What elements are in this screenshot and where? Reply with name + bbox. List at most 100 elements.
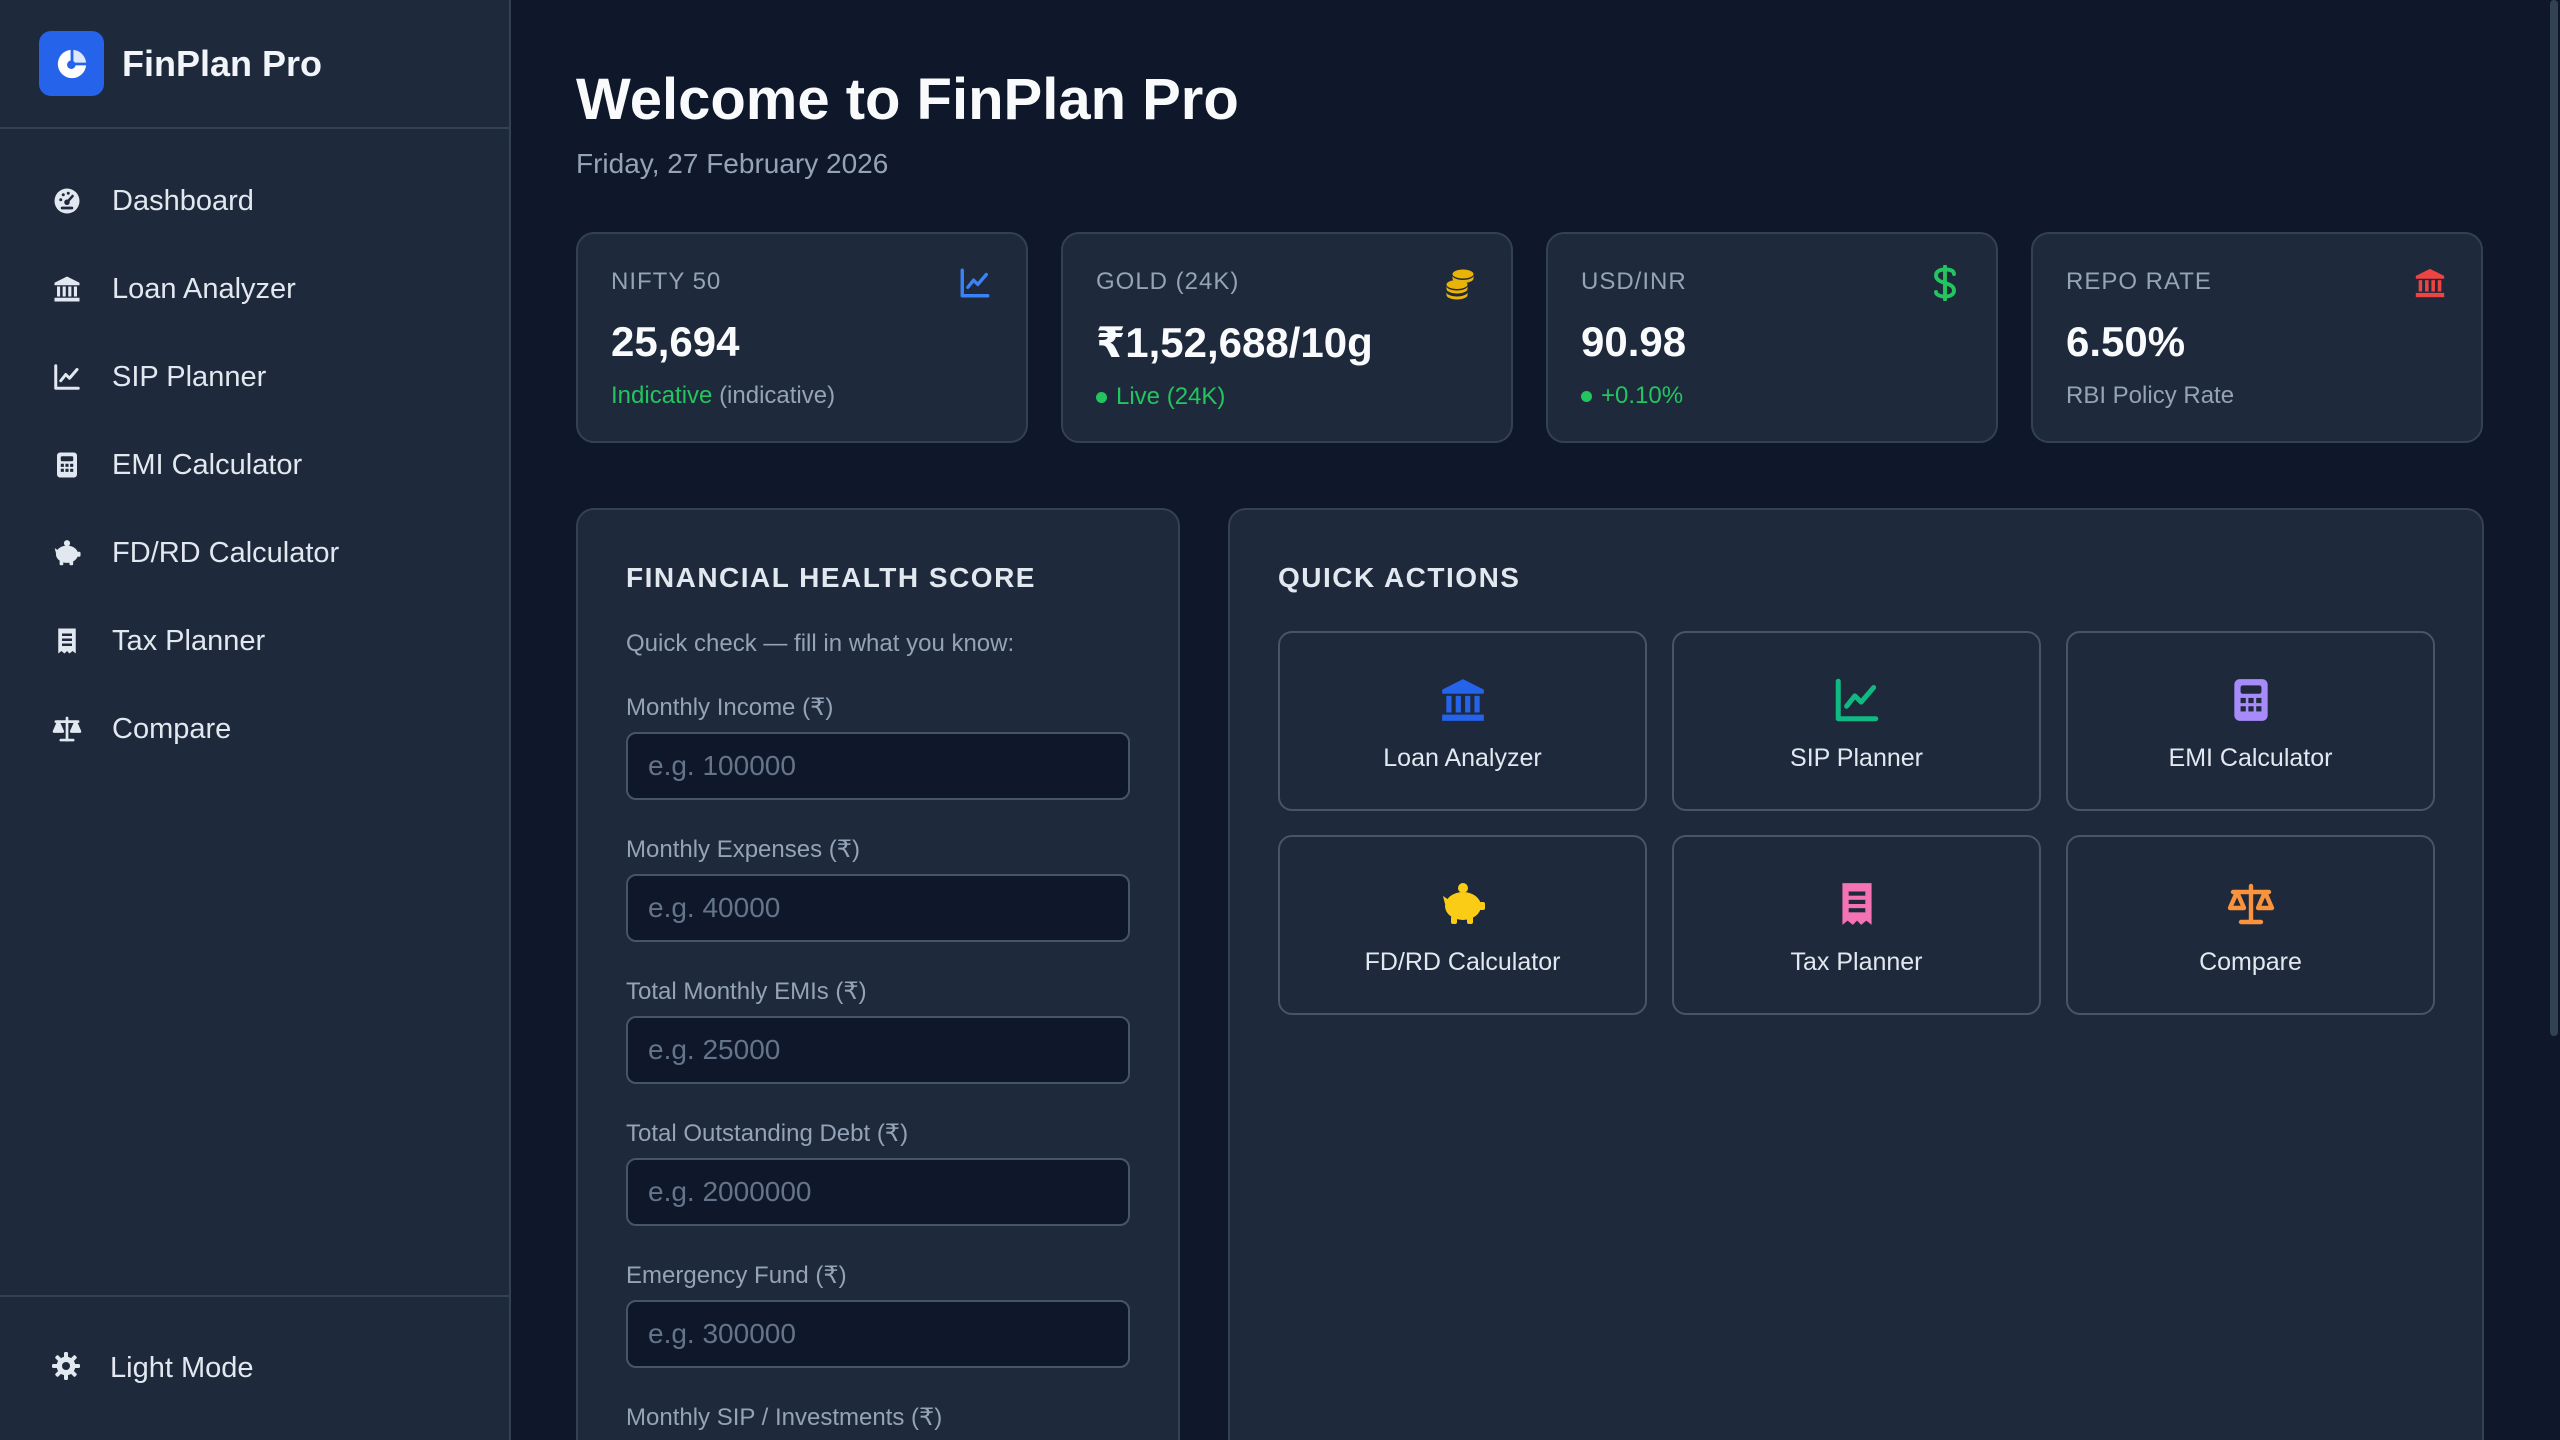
chart-line-icon — [956, 264, 994, 302]
panel-title: FINANCIAL HEALTH SCORE — [626, 562, 1036, 593]
quick-action-label: Loan Analyzer — [1383, 743, 1542, 772]
piggy-bank-icon — [1437, 878, 1489, 930]
stat-sub-text: +0.10% — [1601, 382, 1684, 409]
dashboard-icon — [50, 184, 84, 218]
form-field: Emergency Fund (₹) — [626, 1261, 1130, 1368]
sidebar-item-tax-planner[interactable]: Tax Planner — [0, 597, 509, 685]
scale-icon — [2225, 878, 2277, 930]
quick-action-fd-rd-calculator[interactable]: FD/RD Calculator — [1278, 835, 1647, 1015]
stat-label: USD/INR — [1581, 268, 1687, 295]
sidebar-item-label: FD/RD Calculator — [112, 536, 340, 569]
stat-sub: Indicative (indicative) — [611, 382, 993, 410]
monthly-emis-input[interactable] — [626, 1016, 1130, 1084]
form-field: Monthly Income (₹) — [626, 693, 1130, 800]
receipt-icon — [1831, 878, 1883, 930]
quick-action-emi-calculator[interactable]: EMI Calculator — [2066, 631, 2435, 811]
stat-value: 6.50% — [2066, 318, 2186, 365]
quick-action-label: SIP Planner — [1790, 743, 1923, 772]
field-label: Total Outstanding Debt (₹) — [626, 1120, 909, 1147]
field-label: Monthly Expenses (₹) — [626, 836, 861, 863]
stat-sub-highlight: Indicative — [611, 382, 713, 409]
stat-label: GOLD (24K) — [1096, 268, 1240, 295]
scale-icon — [50, 712, 84, 746]
quick-actions-grid: Loan Analyzer SIP Planner EMI Calculator… — [1278, 631, 2435, 1015]
stat-label: NIFTY 50 — [611, 268, 722, 295]
coins-icon — [1441, 264, 1479, 302]
page-scrollbar[interactable] — [2548, 0, 2560, 1440]
stat-sub: RBI Policy Rate — [2066, 382, 2448, 410]
bank-icon — [2411, 264, 2449, 302]
page-title: Welcome to FinPlan Pro — [576, 67, 1239, 132]
page-date: Friday, 27 February 2026 — [576, 148, 889, 179]
dollar-icon — [1926, 264, 1964, 302]
sidebar-item-sip-planner[interactable]: SIP Planner — [0, 333, 509, 421]
form-field: Monthly Expenses (₹) — [626, 835, 1130, 942]
live-dot — [1096, 391, 1107, 403]
stat-card-usdinr: USD/INR 90.98 +0.10% — [1546, 232, 1998, 443]
theme-toggle[interactable]: Light Mode — [0, 1295, 509, 1440]
quick-action-label: Tax Planner — [1790, 947, 1923, 976]
quick-action-label: EMI Calculator — [2168, 743, 2333, 772]
brand-name: FinPlan Pro — [122, 42, 323, 84]
quick-action-sip-planner[interactable]: SIP Planner — [1672, 631, 2041, 811]
quick-action-compare[interactable]: Compare — [2066, 835, 2435, 1015]
sidebar-item-fd-rd-calculator[interactable]: FD/RD Calculator — [0, 509, 509, 597]
stat-value: 25,694 — [611, 318, 740, 365]
stat-card-nifty: NIFTY 50 25,694 Indicative (indicative) — [576, 232, 1028, 443]
sidebar: FinPlan Pro Dashboard Loan Analyzer SIP … — [0, 0, 511, 1440]
sidebar-item-emi-calculator[interactable]: EMI Calculator — [0, 421, 509, 509]
quick-action-tax-planner[interactable]: Tax Planner — [1672, 835, 2041, 1015]
form-field: Monthly SIP / Investments (₹) — [626, 1403, 1130, 1440]
sidebar-item-label: SIP Planner — [112, 360, 267, 393]
bank-icon — [50, 272, 84, 306]
stat-sub-text: Live (24K) — [1116, 383, 1226, 410]
chart-line-icon — [1831, 674, 1883, 726]
monthly-expenses-input[interactable] — [626, 874, 1130, 942]
stat-sub: Live (24K) — [1096, 383, 1478, 411]
form-field: Total Monthly EMIs (₹) — [626, 977, 1130, 1084]
gear-icon — [50, 1350, 82, 1387]
sidebar-item-label: EMI Calculator — [112, 448, 303, 481]
outstanding-debt-input[interactable] — [626, 1158, 1130, 1226]
pie-chart-icon — [39, 31, 104, 96]
sidebar-item-label: Compare — [112, 712, 232, 745]
sidebar-item-loan-analyzer[interactable]: Loan Analyzer — [0, 245, 509, 333]
financial-health-panel: FINANCIAL HEALTH SCORE Quick check — fil… — [576, 508, 1180, 1440]
field-label: Monthly SIP / Investments (₹) — [626, 1404, 943, 1431]
stat-card-gold: GOLD (24K) ₹1,52,688/10g Live (24K) — [1061, 232, 1513, 443]
sidebar-item-dashboard[interactable]: Dashboard — [0, 157, 509, 245]
quick-action-loan-analyzer[interactable]: Loan Analyzer — [1278, 631, 1647, 811]
stat-sub-text: (indicative) — [719, 382, 836, 409]
stat-card-repo-rate: REPO RATE 6.50% RBI Policy Rate — [2031, 232, 2483, 443]
quick-actions-panel: QUICK ACTIONS Loan Analyzer SIP Planner … — [1228, 508, 2484, 1440]
stats-row: NIFTY 50 25,694 Indicative (indicative) … — [576, 232, 2484, 443]
emergency-fund-input[interactable] — [626, 1300, 1130, 1368]
brand[interactable]: FinPlan Pro — [0, 0, 509, 129]
sidebar-item-label: Dashboard — [112, 184, 254, 217]
sidebar-item-label: Loan Analyzer — [112, 272, 296, 305]
chart-line-icon — [50, 360, 84, 394]
stat-value: 90.98 — [1581, 318, 1687, 365]
field-label: Emergency Fund (₹) — [626, 1262, 847, 1289]
quick-action-label: FD/RD Calculator — [1364, 947, 1561, 976]
quick-action-label: Compare — [2199, 947, 2302, 976]
stat-sub: +0.10% — [1581, 382, 1963, 410]
receipt-icon — [50, 624, 84, 658]
stat-value: ₹1,52,688/10g — [1096, 319, 1373, 366]
sidebar-item-compare[interactable]: Compare — [0, 685, 509, 773]
sidebar-item-label: Tax Planner — [112, 624, 266, 657]
stat-label: REPO RATE — [2066, 268, 2212, 295]
theme-toggle-label: Light Mode — [110, 1352, 254, 1384]
form-field: Total Outstanding Debt (₹) — [626, 1119, 1130, 1226]
stat-sub-text: RBI Policy Rate — [2066, 382, 2235, 409]
calculator-icon — [2225, 674, 2277, 726]
calculator-icon — [50, 448, 84, 482]
sidebar-nav: Dashboard Loan Analyzer SIP Planner EMI … — [0, 157, 509, 773]
panel-title: QUICK ACTIONS — [1278, 562, 1521, 593]
trend-dot — [1581, 390, 1592, 402]
panel-hint: Quick check — fill in what you know: — [626, 630, 1015, 657]
field-label: Total Monthly EMIs (₹) — [626, 978, 867, 1005]
monthly-income-input[interactable] — [626, 732, 1130, 800]
scrollbar-thumb[interactable] — [2550, 0, 2558, 1036]
piggy-bank-icon — [50, 536, 84, 570]
